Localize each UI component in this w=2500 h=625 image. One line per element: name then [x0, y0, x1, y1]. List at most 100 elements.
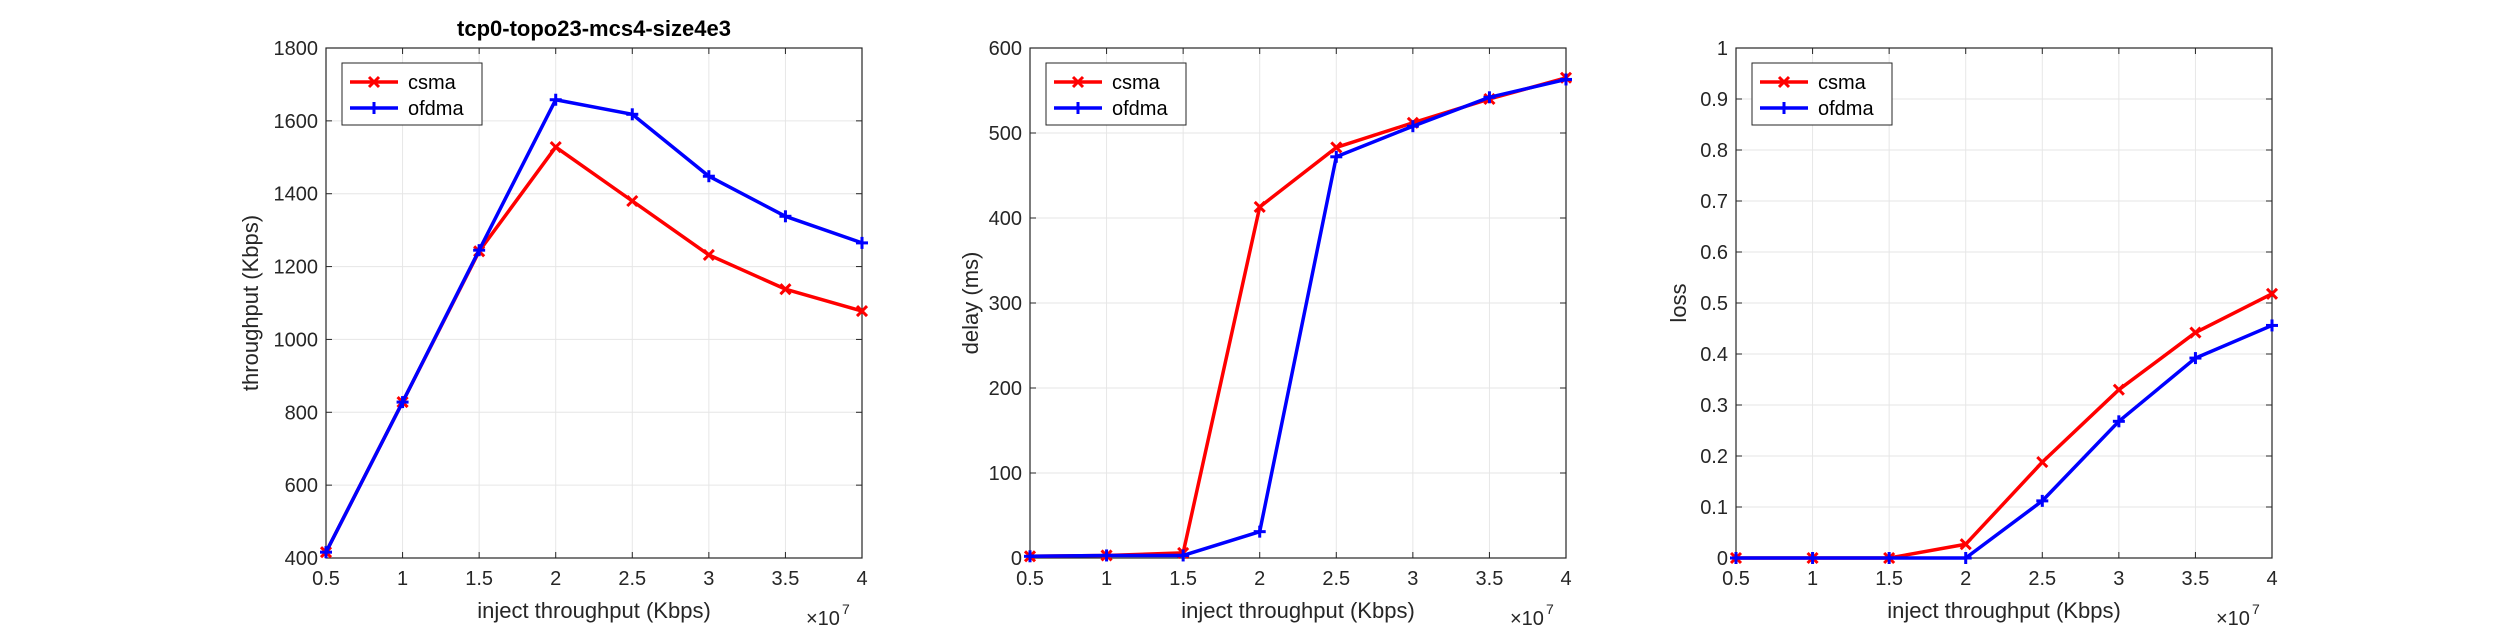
- y-tick-label: 0.3: [1700, 395, 1728, 417]
- data-point-ofdma: [1730, 552, 1742, 564]
- legend-label: ofdma: [408, 98, 464, 120]
- y-tick-label: 1000: [274, 329, 319, 351]
- data-point-ofdma: [1806, 552, 1819, 564]
- y-tick-label: 1: [1717, 38, 1728, 60]
- y-tick-label: 0.7: [1700, 191, 1728, 213]
- data-point-ofdma: [779, 210, 792, 223]
- data-point-csma: [626, 194, 639, 208]
- data-point-ofdma: [320, 546, 332, 559]
- y-tick-label: 0: [1011, 548, 1022, 570]
- data-point-ofdma: [1406, 120, 1419, 133]
- data-point-csma: [702, 248, 715, 261]
- marker-stroke: [549, 141, 562, 154]
- data-point-csma: [779, 283, 792, 296]
- data-point-ofdma: [2112, 415, 2125, 428]
- x-tick-label: 3: [1407, 568, 1418, 590]
- marker-stroke: [2036, 456, 2049, 469]
- marker-stroke: [702, 248, 715, 261]
- legend-marker: [1071, 75, 1085, 89]
- y-tick-label: 1200: [274, 257, 319, 279]
- series-line-ofdma: [1736, 323, 2273, 560]
- legend-label: ofdma: [1818, 98, 1874, 120]
- data-point-csma: [1253, 200, 1266, 214]
- data-point-ofdma: [1560, 73, 1572, 86]
- data-point-ofdma: [1483, 91, 1496, 104]
- data-point-ofdma: [549, 93, 562, 106]
- x-tick-label: 2: [1960, 568, 1971, 590]
- x-tick-label: 1: [1807, 568, 1818, 590]
- x-axis-exponent-power: 7: [1546, 601, 1554, 617]
- x-tick-label: 3.5: [2182, 568, 2210, 590]
- x-tick-label: 1: [1101, 568, 1112, 590]
- x-tick-label: 2: [1254, 568, 1265, 590]
- legend-label: csma: [1818, 72, 1867, 94]
- legend-entry-csma: csma: [350, 72, 457, 94]
- data-point-ofdma: [473, 244, 486, 257]
- x-axis-label: inject throughput (Kbps): [1181, 598, 1415, 623]
- chart-title: tcp0-topo23-mcs4-size4e3: [457, 16, 731, 41]
- x-tick-label: 2.5: [1322, 568, 1350, 590]
- data-point-ofdma: [2189, 352, 2202, 365]
- legend-box: [1045, 62, 1187, 126]
- y-tick-label: 100: [989, 463, 1022, 485]
- x-axis-exponent: ×10: [1510, 608, 1544, 625]
- y-tick-label: 0.2: [1700, 446, 1728, 468]
- data-point-csma: [2112, 383, 2125, 396]
- x-axis-exponent-power: 7: [842, 601, 850, 617]
- x-axis-exponent-power: 7: [2252, 601, 2260, 617]
- legend-entry-ofdma: ofdma: [1054, 98, 1168, 120]
- y-tick-label: 600: [285, 475, 318, 497]
- legend: csma ofdma: [1045, 62, 1187, 126]
- data-point-ofdma: [2036, 494, 2049, 507]
- data-point-ofdma: [2266, 319, 2278, 332]
- y-tick-label: 400: [285, 548, 318, 570]
- x-tick-label: 0.5: [1016, 568, 1044, 590]
- x-axis-exponent: ×10: [806, 608, 840, 625]
- x-tick-label: 3.5: [772, 568, 800, 590]
- marker-stroke: [1330, 141, 1343, 154]
- legend-marker: [367, 75, 381, 89]
- subplot-3: 0.5 1 1.5 2 2.5 3 3.5 4 0 0.1 0.2 0.3 0.4 0.5 0.6 0.7 0.…: [1666, 38, 2279, 625]
- y-tick-label: 0: [1717, 548, 1728, 570]
- plot-area: [326, 48, 862, 558]
- data-point-ofdma: [1330, 150, 1343, 163]
- y-tick-label: 0.4: [1700, 344, 1728, 366]
- y-tick-label: 1600: [274, 111, 319, 133]
- series-line-ofdma: [1029, 77, 1567, 559]
- data-point-ofdma: [1883, 552, 1896, 564]
- y-axis-label: throughput (Kbps): [238, 215, 263, 391]
- data-point-ofdma: [396, 396, 409, 409]
- y-tick-label: 1400: [274, 184, 319, 206]
- x-tick-label: 4: [1560, 568, 1571, 590]
- y-tick-label: 0.5: [1700, 293, 1728, 315]
- y-tick-label: 200: [989, 378, 1022, 400]
- data-point-ofdma: [1959, 552, 1972, 564]
- marker-stroke: [1959, 538, 1972, 551]
- x-tick-label: 3: [2113, 568, 2124, 590]
- x-tick-label: 0.5: [1722, 568, 1750, 590]
- data-point-ofdma: [702, 170, 715, 183]
- x-tick-label: 0.5: [312, 568, 340, 590]
- data-point-csma: [2036, 456, 2049, 469]
- marker-stroke: [2265, 287, 2279, 300]
- legend-marker: [1777, 75, 1791, 89]
- x-tick-label: 1.5: [465, 568, 493, 590]
- x-axis-label: inject throughput (Kbps): [1887, 598, 2121, 623]
- y-tick-label: 0.6: [1700, 242, 1728, 264]
- y-tick-label: 400: [989, 208, 1022, 230]
- y-axis-label: loss: [1666, 283, 1691, 322]
- legend: csma ofdma: [1751, 62, 1893, 126]
- axes-box: [325, 47, 863, 559]
- series-line-ofdma: [324, 97, 863, 553]
- y-tick-label: 0.1: [1700, 497, 1728, 519]
- y-tick-label: 300: [989, 293, 1022, 315]
- x-tick-label: 2.5: [618, 568, 646, 590]
- x-tick-label: 2.5: [2028, 568, 2056, 590]
- data-point-ofdma: [626, 108, 639, 121]
- x-tick-label: 4: [856, 568, 867, 590]
- marker-stroke: [626, 194, 639, 208]
- data-point-ofdma: [1177, 549, 1190, 562]
- y-tick-label: 0.9: [1700, 89, 1728, 111]
- x-tick-label: 3.5: [1476, 568, 1504, 590]
